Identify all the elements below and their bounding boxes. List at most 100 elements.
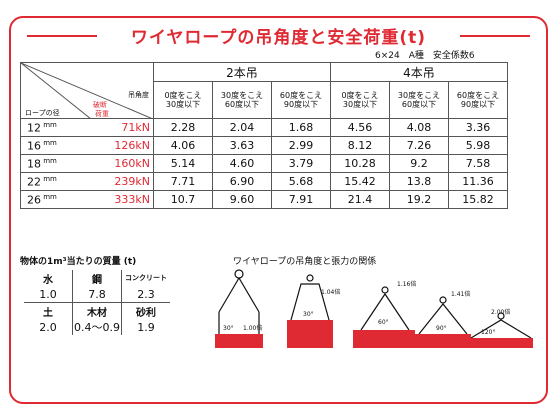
row-header: 16 mm 126kN (20, 136, 154, 155)
table-cell: 4.60 (212, 154, 272, 173)
sling-label-6: 60° (378, 319, 389, 326)
spec-note: 6×24 A種 安全係数6 (375, 51, 475, 61)
rope-diameter: 26 (27, 193, 41, 207)
title-wrap: ワイヤロープの吊角度と安全荷重(t) (11, 23, 546, 48)
mass-item-name: 砂利 (136, 307, 156, 319)
row-header: 18 mm 160kN (20, 154, 154, 173)
table-cell: 13.8 (389, 172, 449, 191)
mass-item-name: 土 (24, 302, 73, 319)
table-cell: 3.63 (212, 136, 272, 155)
relation-title: ワイヤロープの吊角度と張力の関係 (233, 257, 377, 267)
table-row: 16 mm 126kN 4.06 3.63 2.99 8.12 7.26 5.98 (20, 136, 508, 155)
table-cell: 5.98 (448, 136, 508, 155)
sling-label-2: 1.00倍 (243, 324, 262, 332)
break-load: 333kN (114, 192, 150, 206)
mass-item-name: 鋼 (72, 270, 122, 286)
table-cell: 11.36 (448, 172, 508, 191)
mass-item-name: 水 (24, 270, 73, 286)
angle-header-1: 30度をこえ 60度以下 (212, 81, 272, 119)
angle-header-4: 30度をこえ 60度以下 (389, 81, 449, 119)
corner-diagonals (21, 63, 153, 119)
table-corner: 吊角度 破断 荷重 ロープの径 (20, 62, 154, 119)
sling-diagram: 30° 1.00倍 1.04倍 30° 1.16倍 60° 1.41倍 90° … (215, 269, 533, 348)
table-cell: 2.28 (153, 118, 213, 137)
mass-value-row: 2.0 0.4～0.9 1.9 (24, 319, 170, 335)
table-cell: 2.04 (212, 118, 272, 137)
table-cell: 4.56 (330, 118, 390, 137)
mass-item-name: 木材 (72, 302, 122, 319)
sling-label-3: 1.04倍 (321, 288, 340, 296)
break-load: 160kN (114, 156, 150, 170)
table-cell: 4.08 (389, 118, 449, 137)
mass-item-value: 2.0 (24, 319, 73, 335)
table-cell: 7.91 (271, 190, 331, 209)
sling-label-5: 1.16倍 (397, 280, 416, 288)
sling-label-1: 30° (223, 325, 234, 332)
sling-label-8: 90° (436, 325, 447, 332)
mass-item-value: 0.4～0.9 (72, 319, 122, 335)
sling-label-7: 1.41倍 (451, 290, 470, 298)
table-cell: 7.26 (389, 136, 449, 155)
table-cell: 5.14 (153, 154, 213, 173)
rope-unit: mm (41, 138, 57, 147)
rope-diameter: 18 (27, 157, 41, 171)
break-load: 71kN (121, 120, 150, 134)
angle-header-3: 0度をこえ 30度以下 (330, 81, 390, 119)
rope-unit: mm (41, 174, 57, 183)
mass-item-value: 1.9 (137, 320, 155, 334)
angle-header-5: 60度をこえ 90度以下 (448, 81, 508, 119)
sling-label-9: 2.00倍 (491, 308, 510, 316)
mass-item-value: 2.3 (121, 286, 170, 303)
angle-header-2: 60度をこえ 90度以下 (271, 81, 331, 119)
mass-item-value: 1.0 (24, 286, 73, 303)
corner-dia-label: ロープの径 (25, 109, 60, 117)
rope-unit: mm (41, 192, 57, 201)
group-2-sling: 2本吊 (153, 62, 331, 82)
title-rule-right (460, 35, 530, 37)
table-cell: 10.28 (330, 154, 390, 173)
rope-diameter: 22 (27, 175, 41, 189)
title-rule-left (27, 35, 97, 37)
rope-diameter: 12 (27, 121, 41, 135)
table-cell: 19.2 (389, 190, 449, 209)
table-cell: 9.2 (389, 154, 449, 173)
break-load: 239kN (114, 174, 150, 188)
corner-load-label: 荷重 (95, 110, 109, 118)
mass-title: 物体の1m³当たりの質量 (t) (20, 257, 137, 267)
mass-item-value: 7.8 (72, 286, 122, 303)
table-row: 12 mm 71kN 2.28 2.04 1.68 4.56 4.08 3.36 (20, 118, 508, 137)
row-header: 12 mm 71kN (20, 118, 154, 137)
mass-table: 水鋼コンクリート 1.0 7.8 2.3 土木材 砂利 2.0 0.4～0.9 1.9 (24, 270, 170, 335)
table-cell: 21.4 (330, 190, 390, 209)
angle-header-0: 0度をこえ 30度以下 (153, 81, 213, 119)
table-cell: 7.58 (448, 154, 508, 173)
sling-label-4: 30° (303, 311, 314, 318)
table-body: 12 mm 71kN 2.28 2.04 1.68 4.56 4.08 3.36 16 mm 12… (20, 118, 508, 209)
mass-name-row: 水鋼コンクリート (24, 270, 170, 286)
row-header: 22 mm 239kN (20, 172, 154, 191)
table-cell: 15.42 (330, 172, 390, 191)
table-cell: 10.7 (153, 190, 213, 209)
table-row: 22 mm 239kN 7.71 6.90 5.68 15.42 13.8 11.36 (20, 172, 508, 191)
table-cell: 6.90 (212, 172, 272, 191)
table-cell: 3.79 (271, 154, 331, 173)
table-cell: 8.12 (330, 136, 390, 155)
load-table: 吊角度 破断 荷重 ロープの径 2本吊 4本吊 0度をこえ 30度以下 30度をこえ… (20, 62, 508, 209)
table-cell: 9.60 (212, 190, 272, 209)
table-cell: 3.36 (448, 118, 508, 137)
table-cell: 2.99 (271, 136, 331, 155)
rope-unit: mm (41, 156, 57, 165)
table-cell: 5.68 (271, 172, 331, 191)
corner-angle-label: 吊角度 (128, 91, 149, 99)
mass-value-row: 1.0 7.8 2.3 (24, 286, 170, 303)
table-cell: 15.82 (448, 190, 508, 209)
table-cell: 4.06 (153, 136, 213, 155)
sling-label-10: 120° (481, 329, 495, 336)
table-cell: 7.71 (153, 172, 213, 191)
table-row: 26 mm 333kN 10.7 9.60 7.91 21.4 19.2 15.82 (20, 190, 508, 209)
row-header: 26 mm 333kN (20, 190, 154, 209)
table-cell: 1.68 (271, 118, 331, 137)
sign-title: ワイヤロープの吊角度と安全荷重(t) (124, 23, 433, 48)
mass-name-row: 土木材 砂利 (24, 302, 170, 319)
group-4-sling: 4本吊 (330, 62, 508, 82)
